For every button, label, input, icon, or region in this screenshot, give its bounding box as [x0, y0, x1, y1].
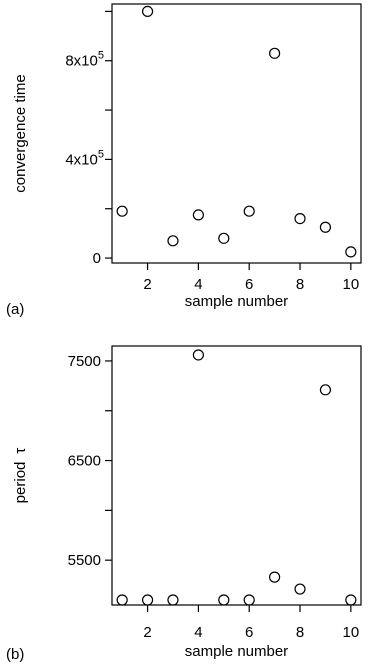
y-tick-label: 8x105: [65, 50, 104, 70]
data-point: [269, 571, 281, 583]
data-point: [294, 583, 306, 595]
data-point: [243, 205, 255, 217]
data-point: [167, 594, 179, 606]
y-tick-label: 4x105: [65, 148, 104, 168]
panel-b: 2 4 6 8 10 5500 6500 7500 sample number periodτ (b…: [6, 345, 362, 663]
y-axis-label: periodτ: [12, 448, 29, 504]
data-point: [167, 235, 179, 247]
data-point: [243, 594, 255, 606]
y-tick-label: 7500: [68, 353, 101, 370]
data-point: [116, 205, 128, 217]
x-tick-label: 8: [296, 624, 304, 641]
data-point: [269, 47, 281, 59]
x-tick-label: 2: [143, 276, 151, 293]
panel-a: 2 4 6 8 10 0 4x105 8x105 sample number convergenc…: [6, 3, 362, 318]
plot-frame: [111, 3, 362, 264]
data-point: [141, 5, 154, 17]
data-point: [319, 221, 332, 233]
data-point: [192, 349, 204, 361]
y-axis-label: convergence time: [12, 74, 29, 192]
y-tick-label: 6500: [68, 453, 101, 470]
data-point: [116, 594, 128, 606]
data-point: [218, 232, 230, 244]
x-axis-label: sample number: [185, 643, 288, 660]
data-point: [192, 209, 204, 221]
x-tick-label: 10: [342, 624, 359, 641]
data-point: [294, 213, 306, 225]
panel-label: (b): [6, 646, 24, 663]
x-axis-label: sample number: [185, 293, 288, 310]
data-point: [319, 384, 332, 396]
plot-frame: [111, 345, 362, 606]
x-tick-label: 4: [194, 624, 202, 641]
data-point: [218, 594, 230, 606]
y-tick-label: 0: [93, 250, 101, 267]
data-point: [345, 594, 357, 606]
x-tick-label: 10: [342, 276, 359, 293]
data-point: [141, 594, 154, 606]
x-tick-label: 4: [194, 276, 202, 293]
y-tick-label: 5500: [68, 552, 101, 569]
data-point: [345, 246, 357, 258]
panel-label: (a): [6, 301, 24, 318]
x-tick-label: 6: [245, 624, 253, 641]
x-tick-label: 6: [245, 276, 253, 293]
x-tick-label: 8: [296, 276, 304, 293]
x-tick-label: 2: [143, 624, 151, 641]
